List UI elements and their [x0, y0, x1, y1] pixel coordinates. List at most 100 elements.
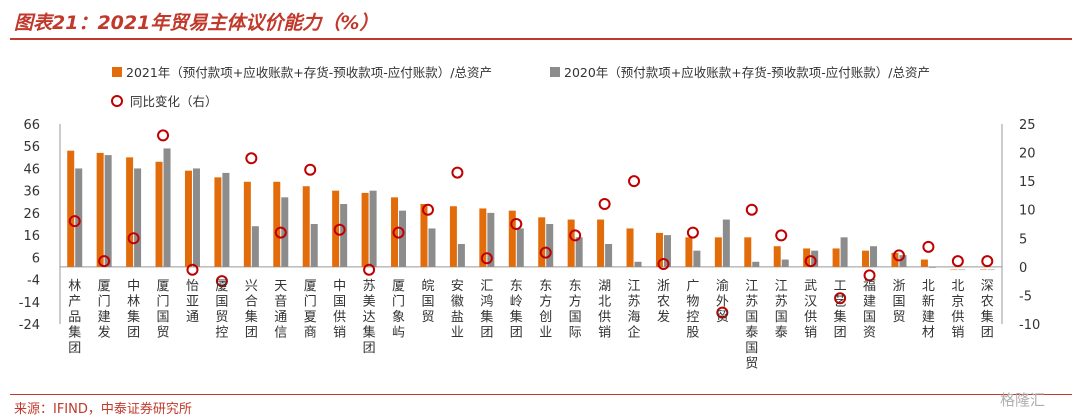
category-label: 厦门象屿	[392, 279, 405, 341]
category-label: 中林集团	[127, 279, 140, 341]
category-label: 北新建材	[922, 279, 935, 341]
right-tick-label: 15	[1019, 175, 1036, 190]
category-label: 怡亚通	[186, 279, 199, 325]
bar-2021	[862, 250, 870, 267]
change-point	[686, 226, 699, 239]
bar-2021	[126, 157, 134, 267]
source-note: 来源：IFIND，中泰证券研究所	[14, 402, 192, 417]
bar-2021	[67, 150, 75, 267]
bar-2020	[870, 246, 878, 267]
right-tick-label: 0	[1019, 261, 1027, 276]
bar-2020	[134, 168, 142, 267]
bar-2020	[722, 219, 730, 267]
bar-2020	[399, 210, 407, 267]
change-point	[951, 255, 964, 268]
bar-2021	[449, 206, 457, 267]
category-label: 北京供销	[951, 279, 964, 341]
change-point	[981, 255, 994, 268]
change-point	[922, 240, 935, 253]
category-label: 武汉供销	[804, 279, 817, 341]
category-label: 汇鸿集团	[480, 279, 493, 341]
change-point	[68, 215, 81, 228]
category-label: 东岭集团	[510, 279, 523, 341]
change-point	[451, 166, 464, 179]
bar-2021	[744, 237, 752, 267]
change-point	[274, 226, 287, 239]
legend-label-change: 同比变化（右）	[130, 94, 218, 109]
category-label: 湖北供销	[598, 279, 611, 341]
bar-2020	[192, 168, 200, 267]
change-point	[392, 226, 405, 239]
legend-swatch-2020	[550, 67, 560, 77]
bar-2021	[714, 237, 722, 267]
left-tick-label: 56	[23, 140, 40, 155]
bar-2020	[928, 267, 936, 268]
change-point	[510, 218, 523, 230]
bar-2021	[979, 269, 987, 271]
bar-2021	[96, 152, 104, 267]
chart: 2021年（预付款项+应收账款+存货-预收款项-应付账款）/总资产 2020年（…	[19, 65, 1040, 372]
category-label: 天音通信	[274, 279, 287, 341]
legend-swatch-change	[111, 95, 123, 107]
bar-2021	[773, 246, 781, 267]
category-label: 浙农发	[657, 279, 670, 325]
bar-2021	[832, 248, 840, 267]
bar-2021	[626, 228, 634, 267]
bar-2020	[840, 237, 848, 267]
change-point	[892, 249, 905, 262]
category-label: 中国供销	[333, 279, 346, 341]
legend-label-2020: 2020年（预付款项+应收账款+存货-预收款项-应付账款）/总资产	[564, 65, 930, 80]
bar-2021	[243, 181, 251, 267]
bar-2021	[214, 177, 222, 267]
category-label: 渝外贸	[716, 278, 729, 325]
bar-2020	[663, 235, 671, 267]
change-point	[157, 129, 170, 142]
category-label: 厦门建发	[98, 279, 111, 341]
left-tick-label: 16	[23, 229, 40, 244]
category-label: 广物控股	[686, 279, 699, 341]
bar-2021	[920, 259, 928, 267]
change-point	[215, 275, 228, 288]
change-point	[421, 203, 434, 216]
change-point	[834, 292, 847, 305]
right-tick-label: 25	[1019, 118, 1036, 133]
change-point	[127, 232, 140, 245]
category-label: 兴合集团	[245, 279, 258, 341]
category-label: 浙国贸	[892, 279, 905, 325]
bar-2021	[685, 237, 693, 267]
change-point	[628, 175, 641, 188]
bar-2020	[899, 255, 907, 267]
category-label: 皖国贸	[421, 279, 434, 325]
category-label: 厦门国贸	[157, 279, 170, 341]
chart-legend: 2021年（预付款项+应收账款+存货-预收款项-应付账款）/总资产 2020年（…	[111, 65, 930, 109]
source-divider	[10, 394, 1072, 395]
category-label: 福建国资	[863, 279, 876, 341]
bar-2021	[273, 181, 281, 267]
change-point	[304, 163, 317, 176]
category-label: 苏美达集团	[363, 278, 376, 356]
category-label: 江苏海企	[628, 279, 641, 341]
bar-2020	[516, 228, 524, 267]
bar-2020	[958, 269, 966, 271]
change-point	[333, 223, 346, 236]
bar-2020	[987, 269, 995, 271]
right-tick-label: 10	[1019, 204, 1036, 219]
left-tick-label: 46	[23, 162, 40, 177]
change-point	[804, 255, 817, 268]
change-point	[863, 269, 876, 282]
change-point	[716, 306, 729, 319]
figure-title: 图表21：2021年贸易主体议价能力（%）	[14, 12, 379, 34]
change-point	[245, 152, 258, 165]
bar-2020	[752, 261, 760, 267]
change-point	[186, 263, 199, 276]
category-label: 江苏国泰国贸	[745, 279, 758, 372]
change-point	[745, 203, 758, 216]
right-tick-label: 5	[1019, 232, 1027, 247]
category-label: 安徽盐业	[451, 279, 464, 341]
chart-bars	[67, 148, 995, 271]
category-label: 厦国贸控	[215, 279, 228, 341]
bar-2021	[302, 186, 310, 267]
title-underline	[10, 38, 1072, 40]
left-tick-label: 66	[23, 118, 40, 133]
left-tick-label: 36	[23, 185, 40, 200]
